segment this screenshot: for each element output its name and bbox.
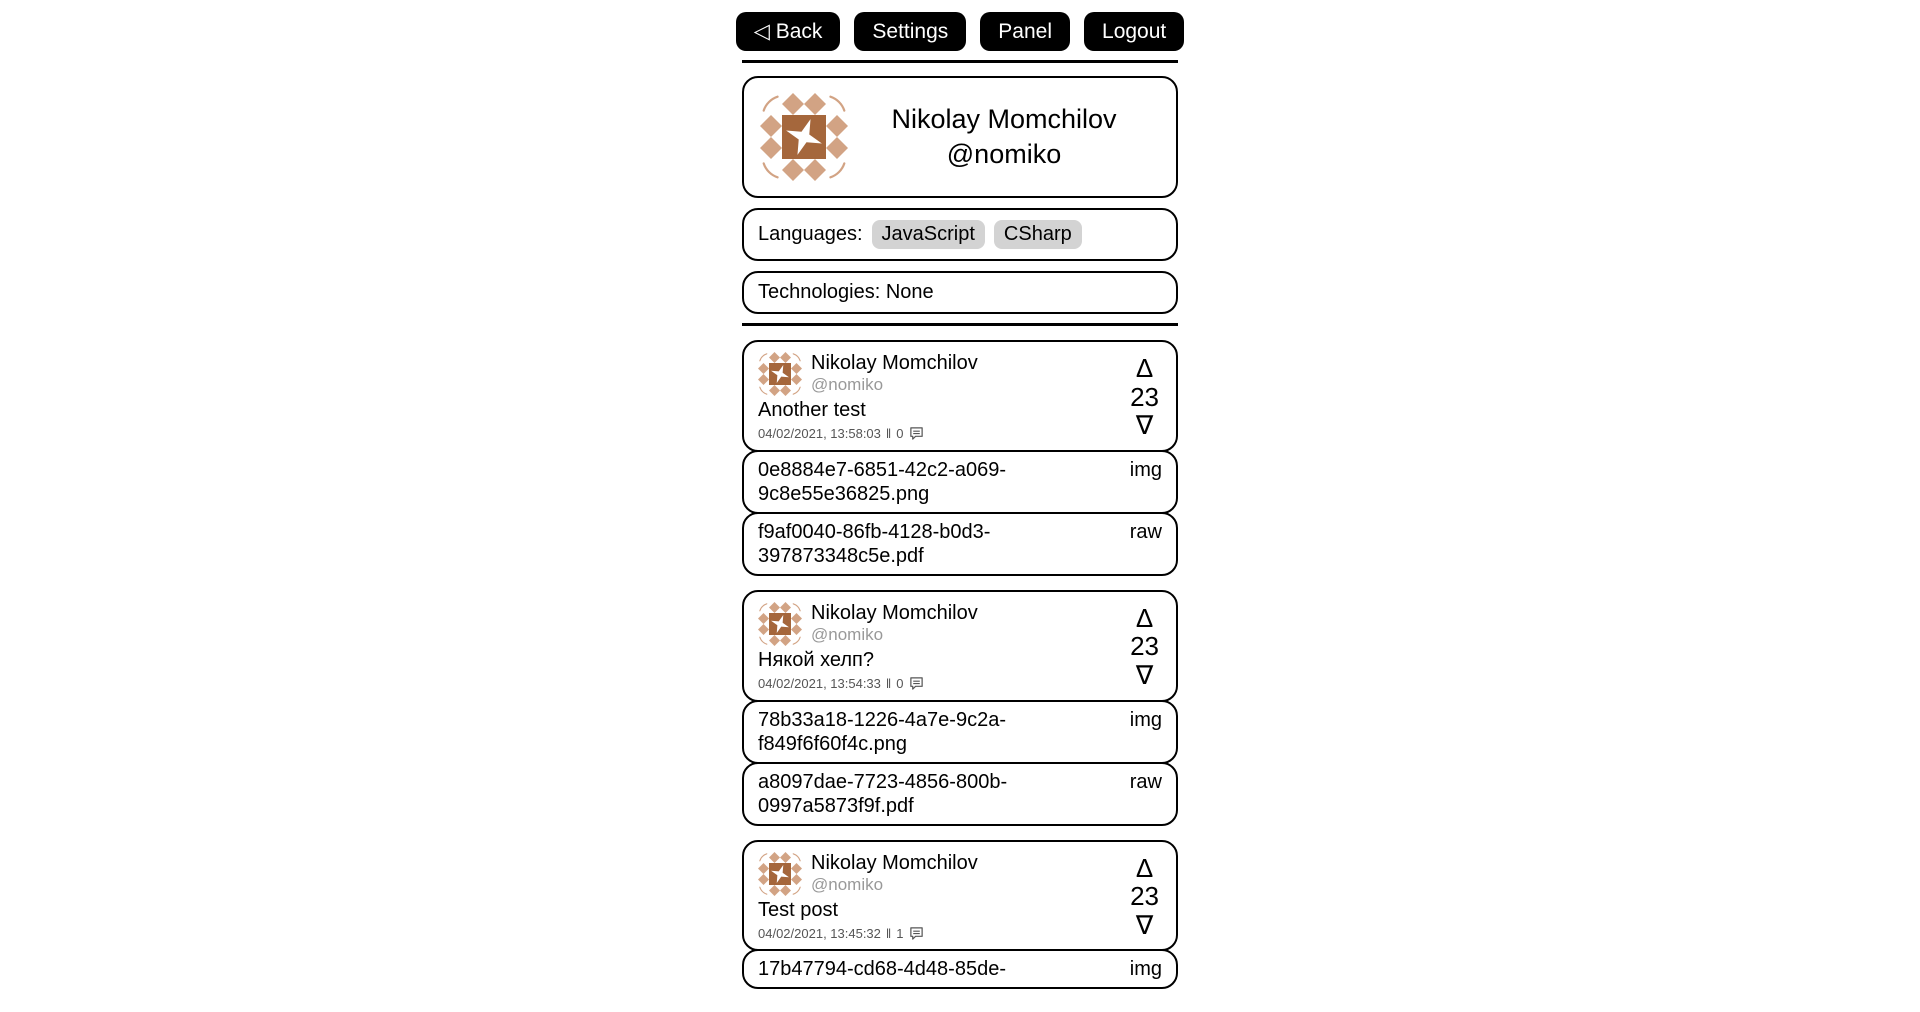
post-author-block: Nikolay Momchilov @nomiko [811, 352, 978, 395]
post: Nikolay Momchilov @nomiko Another test 0… [742, 340, 1178, 576]
attachment-type-label: img [1129, 708, 1162, 731]
post-author-row: Nikolay Momchilov @nomiko [758, 601, 1127, 646]
post-author-name: Nikolay Momchilov [811, 851, 978, 874]
top-divider [742, 60, 1178, 64]
post-main: Nikolay Momchilov @nomiko Test post 04/0… [758, 851, 1127, 942]
panel-button[interactable]: Panel [980, 12, 1071, 52]
comment-icon [909, 427, 923, 440]
attachments-list: 78b33a18-1226-4a7e-9c2a-f849f6f60f4c.png… [742, 699, 1178, 826]
attachment-filename: a8097dae-7723-4856-800b-0997a5873f9f.pdf [758, 770, 1008, 817]
post-main: Nikolay Momchilov @nomiko Another test 0… [758, 352, 1127, 442]
vote-column: Δ 23 ∇ [1127, 602, 1162, 692]
post-meta: 04/02/2021, 13:58:03 ‖ 0 [758, 426, 1127, 441]
downvote-icon[interactable]: ∇ [1135, 660, 1154, 691]
technologies-card: Technologies: None [742, 271, 1178, 315]
logout-button[interactable]: Logout [1084, 12, 1185, 52]
post-comment-count: 0 [896, 675, 904, 691]
profile-name: Nikolay Momchilov [891, 104, 1117, 134]
post-author-name: Nikolay Momchilov [811, 352, 978, 375]
vote-count: 23 [1130, 631, 1159, 662]
post-meta: 04/02/2021, 13:54:33 ‖ 0 [758, 676, 1127, 691]
comment-icon [909, 926, 923, 940]
meta-separator: ‖ [885, 925, 892, 941]
attachment-row[interactable]: a8097dae-7723-4856-800b-0997a5873f9f.pdf… [742, 761, 1178, 826]
post-header-card[interactable]: Nikolay Momchilov @nomiko Някой хелп? 04… [742, 589, 1178, 702]
technologies-label: Technologies: None [758, 281, 934, 304]
post-timestamp: 04/02/2021, 13:54:33 [758, 675, 881, 691]
post-title: Test post [758, 898, 839, 921]
vote-column: Δ 23 ∇ [1127, 852, 1162, 942]
attachment-type-label: img [1129, 458, 1162, 481]
post-header-card[interactable]: Nikolay Momchilov @nomiko Test post 04/0… [742, 839, 1178, 952]
post-author-avatar-icon [758, 601, 802, 646]
meta-separator: ‖ [885, 675, 892, 691]
downvote-icon[interactable]: ∇ [1135, 410, 1154, 441]
upvote-icon[interactable]: Δ [1135, 602, 1154, 633]
content-column: Nikolay Momchilov @nomiko Languages: Jav… [742, 60, 1178, 990]
post-main: Nikolay Momchilov @nomiko Някой хелп? 04… [758, 601, 1127, 692]
post-author-row: Nikolay Momchilov @nomiko [758, 851, 1127, 896]
attachment-row[interactable]: f9af0040-86fb-4128-b0d3-397873348c5e.pdf… [742, 511, 1178, 576]
settings-button[interactable]: Settings [854, 12, 967, 52]
post-author-row: Nikolay Momchilov @nomiko [758, 352, 1127, 397]
attachments-list: 17b47794-cd68-4d48-85de- img [742, 949, 1178, 990]
profile-names: Nikolay Momchilov @nomiko [848, 102, 1160, 172]
post-author-block: Nikolay Momchilov @nomiko [811, 602, 978, 645]
upvote-icon[interactable]: Δ [1135, 852, 1154, 883]
attachment-row[interactable]: 17b47794-cd68-4d48-85de- img [742, 949, 1178, 990]
post-header-card[interactable]: Nikolay Momchilov @nomiko Another test 0… [742, 340, 1178, 452]
language-pill-javascript: JavaScript [871, 220, 985, 250]
attachment-type-label: raw [1129, 770, 1162, 793]
post-author-name: Nikolay Momchilov [811, 601, 978, 624]
attachment-type-label: img [1129, 958, 1162, 981]
post-author-block: Nikolay Momchilov @nomiko [811, 852, 978, 895]
toolbar: ◁ Back Settings Panel Logout [0, 0, 1920, 52]
downvote-icon[interactable]: ∇ [1135, 909, 1154, 940]
languages-card: Languages: JavaScript CSharp [742, 208, 1178, 262]
languages-label: Languages: [758, 223, 863, 246]
post-timestamp: 04/02/2021, 13:45:32 [758, 925, 881, 941]
attachments-list: 0e8884e7-6851-42c2-a069-9c8e55e36825.png… [742, 449, 1178, 576]
post-author-avatar-icon [758, 851, 802, 896]
attachment-row[interactable]: 0e8884e7-6851-42c2-a069-9c8e55e36825.png… [742, 449, 1178, 514]
attachment-filename: f9af0040-86fb-4128-b0d3-397873348c5e.pdf [758, 520, 991, 567]
attachment-filename: 17b47794-cd68-4d48-85de- [758, 958, 1006, 981]
post-meta: 04/02/2021, 13:45:32 ‖ 1 [758, 926, 1127, 941]
attachment-filename: 78b33a18-1226-4a7e-9c2a-f849f6f60f4c.png [758, 708, 1006, 755]
attachment-filename: 0e8884e7-6851-42c2-a069-9c8e55e36825.png [758, 458, 1006, 505]
post-comment-count: 1 [896, 925, 904, 941]
posts-divider [742, 323, 1178, 327]
profile-page: ◁ Back Settings Panel Logout Nikolay Mom… [0, 0, 1920, 990]
profile-card: Nikolay Momchilov @nomiko [742, 76, 1178, 199]
vote-count: 23 [1130, 381, 1159, 412]
back-button[interactable]: ◁ Back [735, 12, 841, 52]
posts-list: Nikolay Momchilov @nomiko Another test 0… [742, 340, 1178, 990]
post-author-avatar-icon [758, 352, 802, 397]
post-author-handle: @nomiko [811, 624, 884, 644]
attachment-type-label: raw [1129, 520, 1162, 543]
comment-icon [909, 677, 923, 690]
profile-handle: @nomiko [946, 139, 1062, 170]
post-author-handle: @nomiko [811, 375, 884, 395]
language-pill-csharp: CSharp [993, 220, 1082, 250]
post-title: Another test [758, 399, 866, 422]
post-comment-count: 0 [896, 426, 904, 442]
profile-avatar-icon [760, 93, 848, 182]
upvote-icon[interactable]: Δ [1135, 353, 1154, 384]
meta-separator: ‖ [885, 426, 892, 442]
post: Nikolay Momchilov @nomiko Test post 04/0… [742, 839, 1178, 990]
vote-column: Δ 23 ∇ [1127, 352, 1162, 442]
post-title: Някой хелп? [758, 648, 874, 671]
vote-count: 23 [1130, 881, 1159, 912]
post-author-handle: @nomiko [811, 874, 884, 894]
post-timestamp: 04/02/2021, 13:58:03 [758, 426, 881, 442]
post: Nikolay Momchilov @nomiko Някой хелп? 04… [742, 589, 1178, 826]
attachment-row[interactable]: 78b33a18-1226-4a7e-9c2a-f849f6f60f4c.png… [742, 699, 1178, 764]
